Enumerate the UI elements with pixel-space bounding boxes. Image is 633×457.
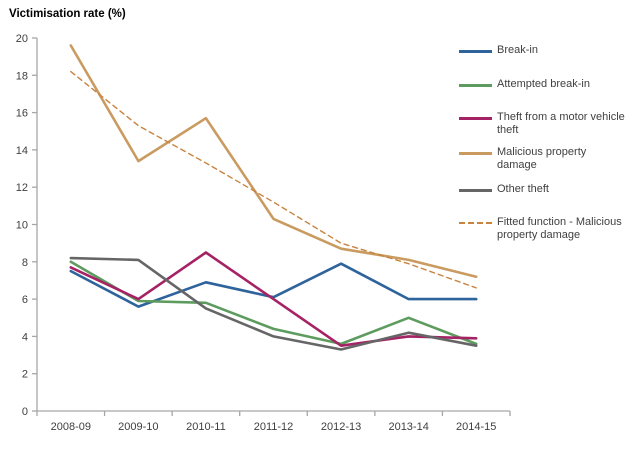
series-line-fitted-function-malicious-property-damage [70,70,477,289]
legend-entry: Attempted break-in [459,78,629,91]
legend-swatch-line [459,84,492,87]
series-line-malicious-property-damage [69,44,478,279]
legend-entry: Break-in [459,44,629,57]
legend-label: Malicious property damage [497,146,587,171]
legend-swatch-line [459,50,492,53]
y-axis-tick-label: 4 [22,331,28,343]
x-axis-category-label: 2009-10 [118,421,158,433]
legend-swatch-dashed-line [459,222,492,224]
y-axis-tick-label: 14 [16,145,28,157]
x-axis-category-label: 2010-11 [186,421,226,433]
x-axis-category-label: 2013-14 [388,421,428,433]
legend-entry: Fitted function - Malicious property dam… [459,216,629,242]
series-line-attempted-break-in [69,260,478,346]
legend-label: Other theft [497,183,549,195]
series-line-theft-from-a-motor-vehicle-theft [69,251,478,348]
legend-label: Attempted break-in [497,78,590,90]
x-axis-category-label: 2014-15 [456,421,496,433]
y-axis-tick-label: 20 [16,33,28,45]
chart-title: Victimisation rate (%) [9,8,126,20]
legend-swatch-line [459,152,492,155]
legend-swatch-line [459,117,492,120]
legend-label: Theft from a motor vehicle theft [497,111,625,136]
y-axis-tick-label: 0 [22,406,28,418]
y-axis-tick-label: 10 [16,220,28,232]
x-axis-category-label: 2012-13 [321,421,361,433]
legend-label: Fitted function - Malicious property dam… [497,216,622,241]
y-axis-tick-label: 8 [22,257,28,269]
y-axis-tick-label: 12 [16,182,28,194]
x-axis-category-label: 2011-12 [254,421,294,433]
legend-entry: Malicious property damage [459,146,629,172]
series-line-other-theft [69,256,478,351]
legend-label: Break-in [497,44,538,56]
y-axis-tick-label: 16 [16,108,28,120]
x-axis-category-label: 2008-09 [51,421,91,433]
y-axis-tick-label: 2 [22,369,28,381]
legend-entry: Other theft [459,183,629,196]
legend-entry: Theft from a motor vehicle theft [459,111,629,137]
y-axis-tick-label: 18 [16,70,28,82]
series-line-break-in [69,262,478,308]
y-axis-tick-label: 6 [22,294,28,306]
legend-swatch-line [459,189,492,192]
